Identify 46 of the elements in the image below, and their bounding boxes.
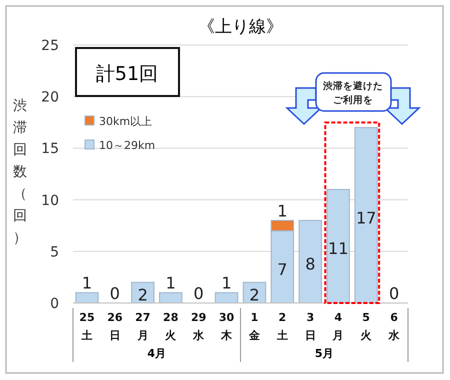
data-label: 11 [328, 239, 348, 258]
x-tick-label: 4 月 [332, 311, 344, 342]
bar [354, 127, 378, 304]
annotation: ご利用を [333, 94, 373, 106]
x-tick-label: 1 金 [248, 311, 261, 342]
annotation: 渋滞を避けた [322, 80, 383, 92]
data-label: 1 [221, 274, 232, 293]
legend-label: 10～29km [99, 139, 156, 152]
y-tick-label: 5 [50, 244, 59, 260]
x-tick-label: 28 火 [163, 311, 178, 342]
data-label: 1 [82, 274, 92, 293]
x-tick-label: 6 水 [388, 311, 401, 342]
data-label: 0 [388, 284, 400, 303]
data-label: 17 [356, 208, 376, 228]
chart-title: 《上り線》 [198, 17, 283, 37]
y-tick-label: 15 [41, 141, 59, 158]
data-label: 0 [194, 284, 204, 303]
x-tick-label: 29 水 [190, 311, 206, 342]
bar [298, 220, 322, 304]
y-tick-label: 25 [41, 38, 59, 54]
x-tick-label: 26 日 [107, 311, 123, 342]
data-label: 1 [166, 274, 176, 293]
legend-label: 30km以上 [99, 115, 152, 128]
bar [326, 188, 350, 304]
annotation: 計51回 [96, 63, 158, 85]
y-tick-label: 0 [50, 296, 59, 312]
data-label: 2 [138, 286, 148, 305]
text: 4月 [147, 347, 166, 360]
text: 5月 [314, 347, 334, 360]
data-label: 0 [110, 284, 120, 303]
y-tick-label: 10 [41, 192, 59, 209]
y-axis-title: 渋滞回数（回） [13, 98, 27, 246]
x-tick-label: 3 日 [304, 311, 316, 342]
x-tick-label: 30 木 [218, 311, 235, 342]
x-tick-label: 27 月 [135, 311, 150, 342]
bar [75, 292, 99, 304]
bar [159, 292, 182, 304]
x-tick-label: 5 火 [360, 311, 373, 342]
bar [214, 292, 238, 304]
data-label: 1 [277, 201, 288, 220]
x-tick-label: 25 土 [79, 311, 95, 342]
data-label: 2 [249, 286, 260, 305]
data-label: 7 [277, 260, 288, 279]
x-tick-label: 2 土 [276, 311, 288, 342]
data-label: 8 [305, 254, 316, 274]
y-tick-label: 20 [41, 90, 59, 106]
